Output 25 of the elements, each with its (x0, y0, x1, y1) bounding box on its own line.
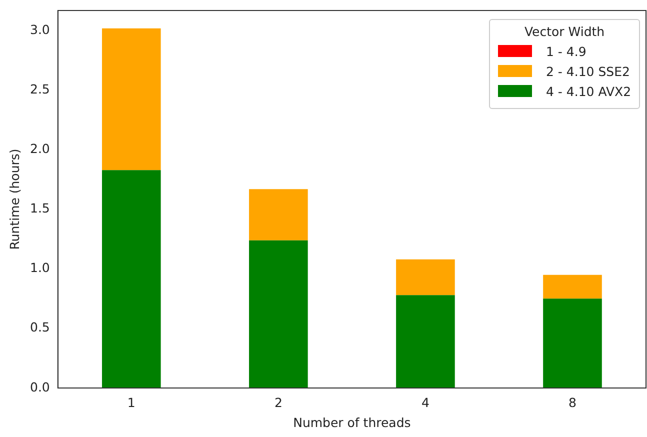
y-tick-label: 3.0 (30, 22, 50, 37)
legend-label: 2 - 4.10 SSE2 (546, 64, 630, 78)
legend-title: Vector Width (523, 24, 606, 38)
x-tick-label: 8 (568, 394, 577, 410)
x-tick-label: 1 (127, 394, 136, 410)
x-axis-title: Number of threads (293, 414, 411, 430)
bar (396, 295, 455, 388)
legend-label: 1 - 4.9 (546, 44, 586, 58)
bar (543, 298, 602, 388)
y-tick-label: 1.5 (30, 200, 50, 216)
bar (102, 170, 161, 388)
y-axis-title: Runtime (hours) (6, 148, 22, 250)
y-tick-label: 0.5 (30, 320, 50, 335)
bar (543, 274, 602, 299)
y-tick-label: 0.0 (30, 379, 50, 394)
bar (396, 259, 455, 296)
bar (102, 28, 161, 170)
y-tick-label: 2.0 (30, 141, 50, 156)
x-tick-label: 2 (274, 394, 282, 410)
y-tick-label: 1.0 (30, 260, 50, 276)
bar (249, 240, 308, 388)
y-tick-label: 2.5 (30, 82, 50, 97)
x-tick-label: 4 (421, 394, 430, 410)
legend-label: 4 - 4.10 AVX2 (546, 84, 632, 98)
bar (249, 189, 308, 240)
